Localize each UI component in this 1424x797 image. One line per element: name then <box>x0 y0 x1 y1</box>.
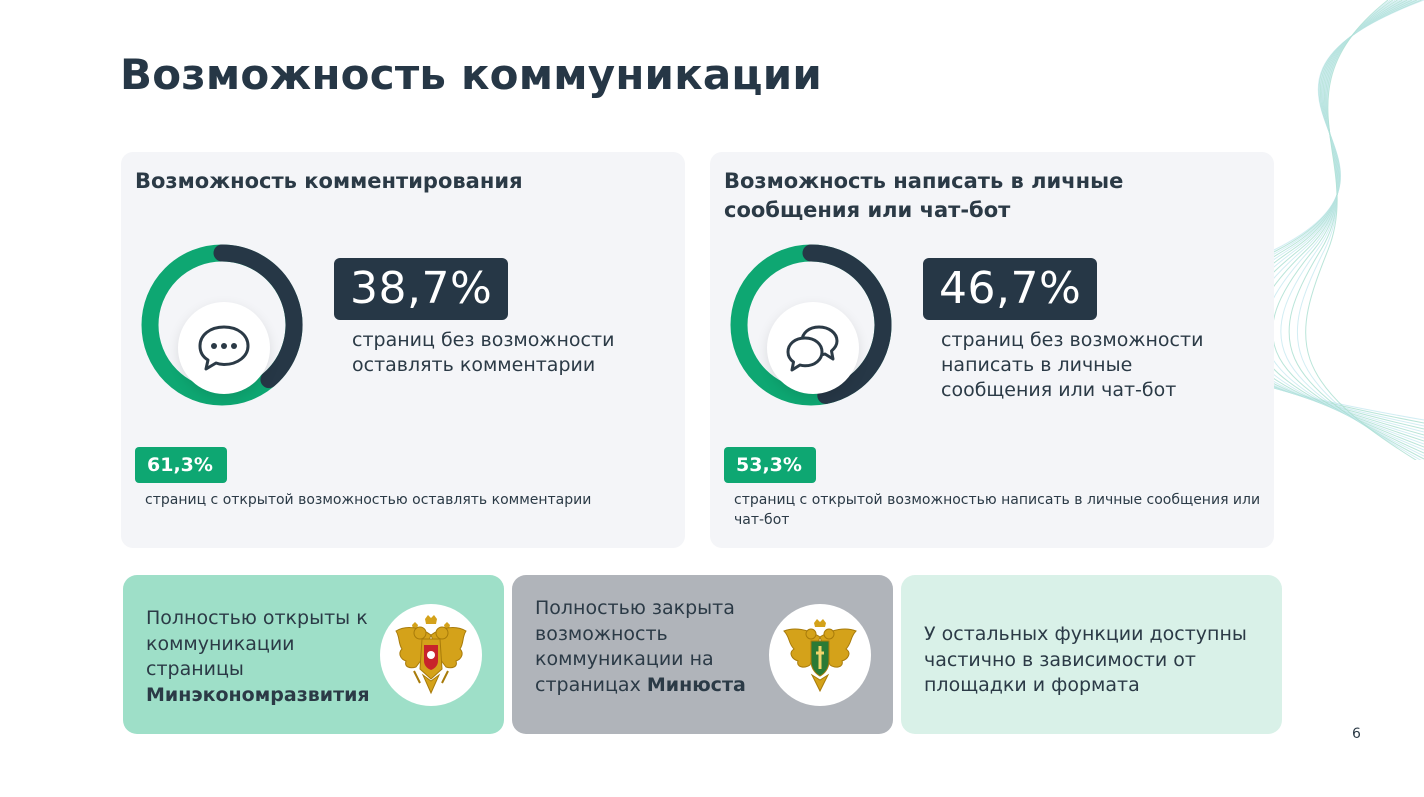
wave-line <box>1247 0 1424 445</box>
donut-center <box>767 302 859 394</box>
wave-line <box>1239 0 1424 442</box>
big-percentage-description: страниц без возможности написать в личны… <box>941 329 1204 401</box>
commenting-card: Возможность комментирования 38,7% страни… <box>121 152 685 548</box>
wave-line <box>1255 0 1424 448</box>
box-text-bold: Минэкономразвития <box>146 683 370 706</box>
box-text: У остальных функции доступны частично в … <box>924 623 1247 696</box>
wave-line <box>1230 0 1424 439</box>
messaging-donut-chart <box>730 244 892 406</box>
wave-line <box>1297 0 1422 460</box>
page-number: 6 <box>1352 726 1361 742</box>
small-percentage-badge: 61,3% <box>135 447 227 483</box>
messaging-card: Возможность написать в личные сообщения … <box>710 152 1274 548</box>
box-text-plain: Полностью открыты к коммуникации страниц… <box>146 607 368 680</box>
big-percentage-badge: 38,7% <box>334 258 509 320</box>
wave-line <box>1288 0 1424 460</box>
wave-line <box>1272 0 1424 454</box>
small-percentage-description: страниц с открытой возможностью оставлят… <box>145 492 592 508</box>
card-title: Возможность написать в личные сообщения … <box>724 169 1124 222</box>
card-title: Возможность комментирования <box>135 169 523 193</box>
box-text: Полностью закрыта возможность коммуникац… <box>535 596 795 698</box>
commenting-donut-chart <box>141 244 303 406</box>
box-text-bold: Минюста <box>646 673 746 696</box>
small-percentage-description: страниц с открытой возможностью написать… <box>734 492 1261 528</box>
wave-line <box>1280 0 1424 457</box>
ministry-of-justice-emblem-icon <box>769 604 871 706</box>
minek-open-box: Полностью открыты к коммуникации страниц… <box>123 575 504 734</box>
minjust-closed-box: Полностью закрыта возможность коммуникац… <box>512 575 893 734</box>
russia-coat-of-arms-icon <box>380 604 482 706</box>
wave-line <box>1263 0 1424 451</box>
donut-slice-closed <box>802 244 892 404</box>
wave-line <box>1305 0 1417 460</box>
big-percentage-description: страниц без возможности оставлять коммен… <box>352 329 615 376</box>
donut-center <box>178 302 270 394</box>
speech-bubble-dots-icon <box>198 325 250 371</box>
donut-slice-closed <box>213 244 303 389</box>
decorative-waves <box>1181 0 1424 460</box>
box-text-plain: Полностью закрыта возможность коммуникац… <box>535 597 735 696</box>
others-partial-box: У остальных функции доступны частично в … <box>901 575 1282 734</box>
box-text: Полностью открыты к коммуникации страниц… <box>146 606 386 708</box>
big-percentage-badge: 46,7% <box>923 258 1098 320</box>
page-title: Возможность коммуникации <box>120 50 823 99</box>
small-percentage-badge: 53,3% <box>724 447 816 483</box>
two-speech-bubbles-icon <box>786 325 839 372</box>
